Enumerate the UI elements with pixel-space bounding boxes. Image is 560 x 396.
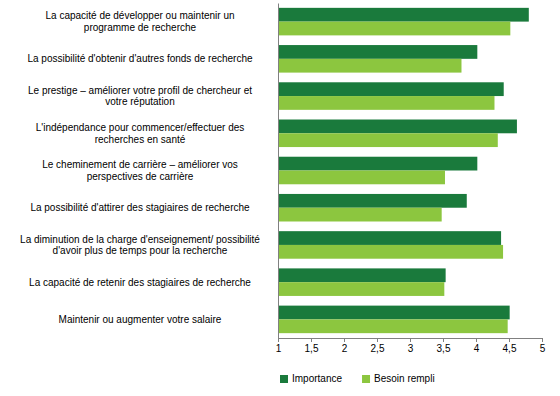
x-tick-mark <box>443 338 444 342</box>
x-tick-label: 2,5 <box>371 343 385 354</box>
category-label: La possibilité d'attirer des stagiaires … <box>30 202 250 213</box>
bars <box>278 8 529 333</box>
x-tick-mark <box>377 338 378 342</box>
legend-swatch <box>280 375 288 383</box>
x-tick-label: 3,5 <box>437 343 451 354</box>
category-label: La diminution de la charge d'enseignemen… <box>20 234 260 257</box>
category-label: Maintenir ou augmenter votre salaire <box>59 314 222 325</box>
bar <box>278 96 494 110</box>
legend: Importance Besoin rempli <box>280 373 435 384</box>
x-tick-label: 4,5 <box>503 343 517 354</box>
category-label: La capacité de développer ou maintenir u… <box>45 10 234 33</box>
x-tick-label: 1 <box>276 343 282 354</box>
legend-label: Importance <box>292 373 342 384</box>
chart: 1 1,5 2 2,5 3 3,5 4 4,5 5 La capacité de développ… <box>0 0 560 396</box>
bar <box>278 59 461 73</box>
bar <box>278 133 498 147</box>
x-axis: 1 1,5 2 2,5 3 3,5 4 4,5 5 <box>276 338 546 354</box>
x-tick-mark <box>410 338 411 342</box>
x-tick: 4,5 <box>503 338 517 354</box>
legend-label: Besoin rempli <box>374 373 435 384</box>
x-tick-label: 1,5 <box>305 343 319 354</box>
bar <box>278 82 504 96</box>
bar <box>278 268 446 282</box>
x-tick: 2 <box>342 338 348 354</box>
x-tick-label: 3 <box>408 343 414 354</box>
x-tick-mark <box>311 338 312 342</box>
x-tick-mark <box>476 338 477 342</box>
legend-swatch <box>362 375 370 383</box>
category-labels: La capacité de développer ou maintenir u… <box>20 10 260 325</box>
x-tick: 5 <box>540 338 546 354</box>
bar <box>278 22 510 36</box>
bar <box>278 45 477 59</box>
x-tick-label: 4 <box>474 343 480 354</box>
bar <box>278 319 508 333</box>
bar <box>278 282 444 296</box>
category-label: L'indépendance pour commencer/effectuer … <box>36 122 245 145</box>
bar <box>278 245 503 259</box>
category-label: La possibilité d'obtenir d'autres fonds … <box>27 53 253 64</box>
x-tick: 1,5 <box>305 338 319 354</box>
bar <box>278 157 477 171</box>
x-tick: 1 <box>276 338 282 354</box>
category-label: Le prestige – améliorer votre profil de … <box>28 85 252 108</box>
x-tick-label: 5 <box>540 343 546 354</box>
bar <box>278 194 467 208</box>
bar <box>278 8 529 22</box>
legend-item: Besoin rempli <box>362 373 435 384</box>
x-tick-mark <box>509 338 510 342</box>
x-tick: 2,5 <box>371 338 385 354</box>
legend-item: Importance <box>280 373 342 384</box>
x-tick-mark <box>542 338 543 342</box>
y-axis <box>278 4 279 339</box>
x-tick-mark <box>278 338 279 342</box>
x-tick-mark <box>344 338 345 342</box>
x-tick: 4 <box>474 338 480 354</box>
bar <box>278 231 501 245</box>
bar <box>278 208 442 222</box>
bar <box>278 306 510 320</box>
category-label: Le cheminement de carrière – améliorer v… <box>42 159 238 182</box>
y-axis-line <box>278 4 279 339</box>
x-tick-label: 2 <box>342 343 348 354</box>
bar <box>278 120 517 134</box>
bar <box>278 171 445 185</box>
x-tick: 3,5 <box>437 338 451 354</box>
category-label: La capacité de retenir des stagiaires de… <box>29 277 251 288</box>
x-tick: 3 <box>408 338 414 354</box>
